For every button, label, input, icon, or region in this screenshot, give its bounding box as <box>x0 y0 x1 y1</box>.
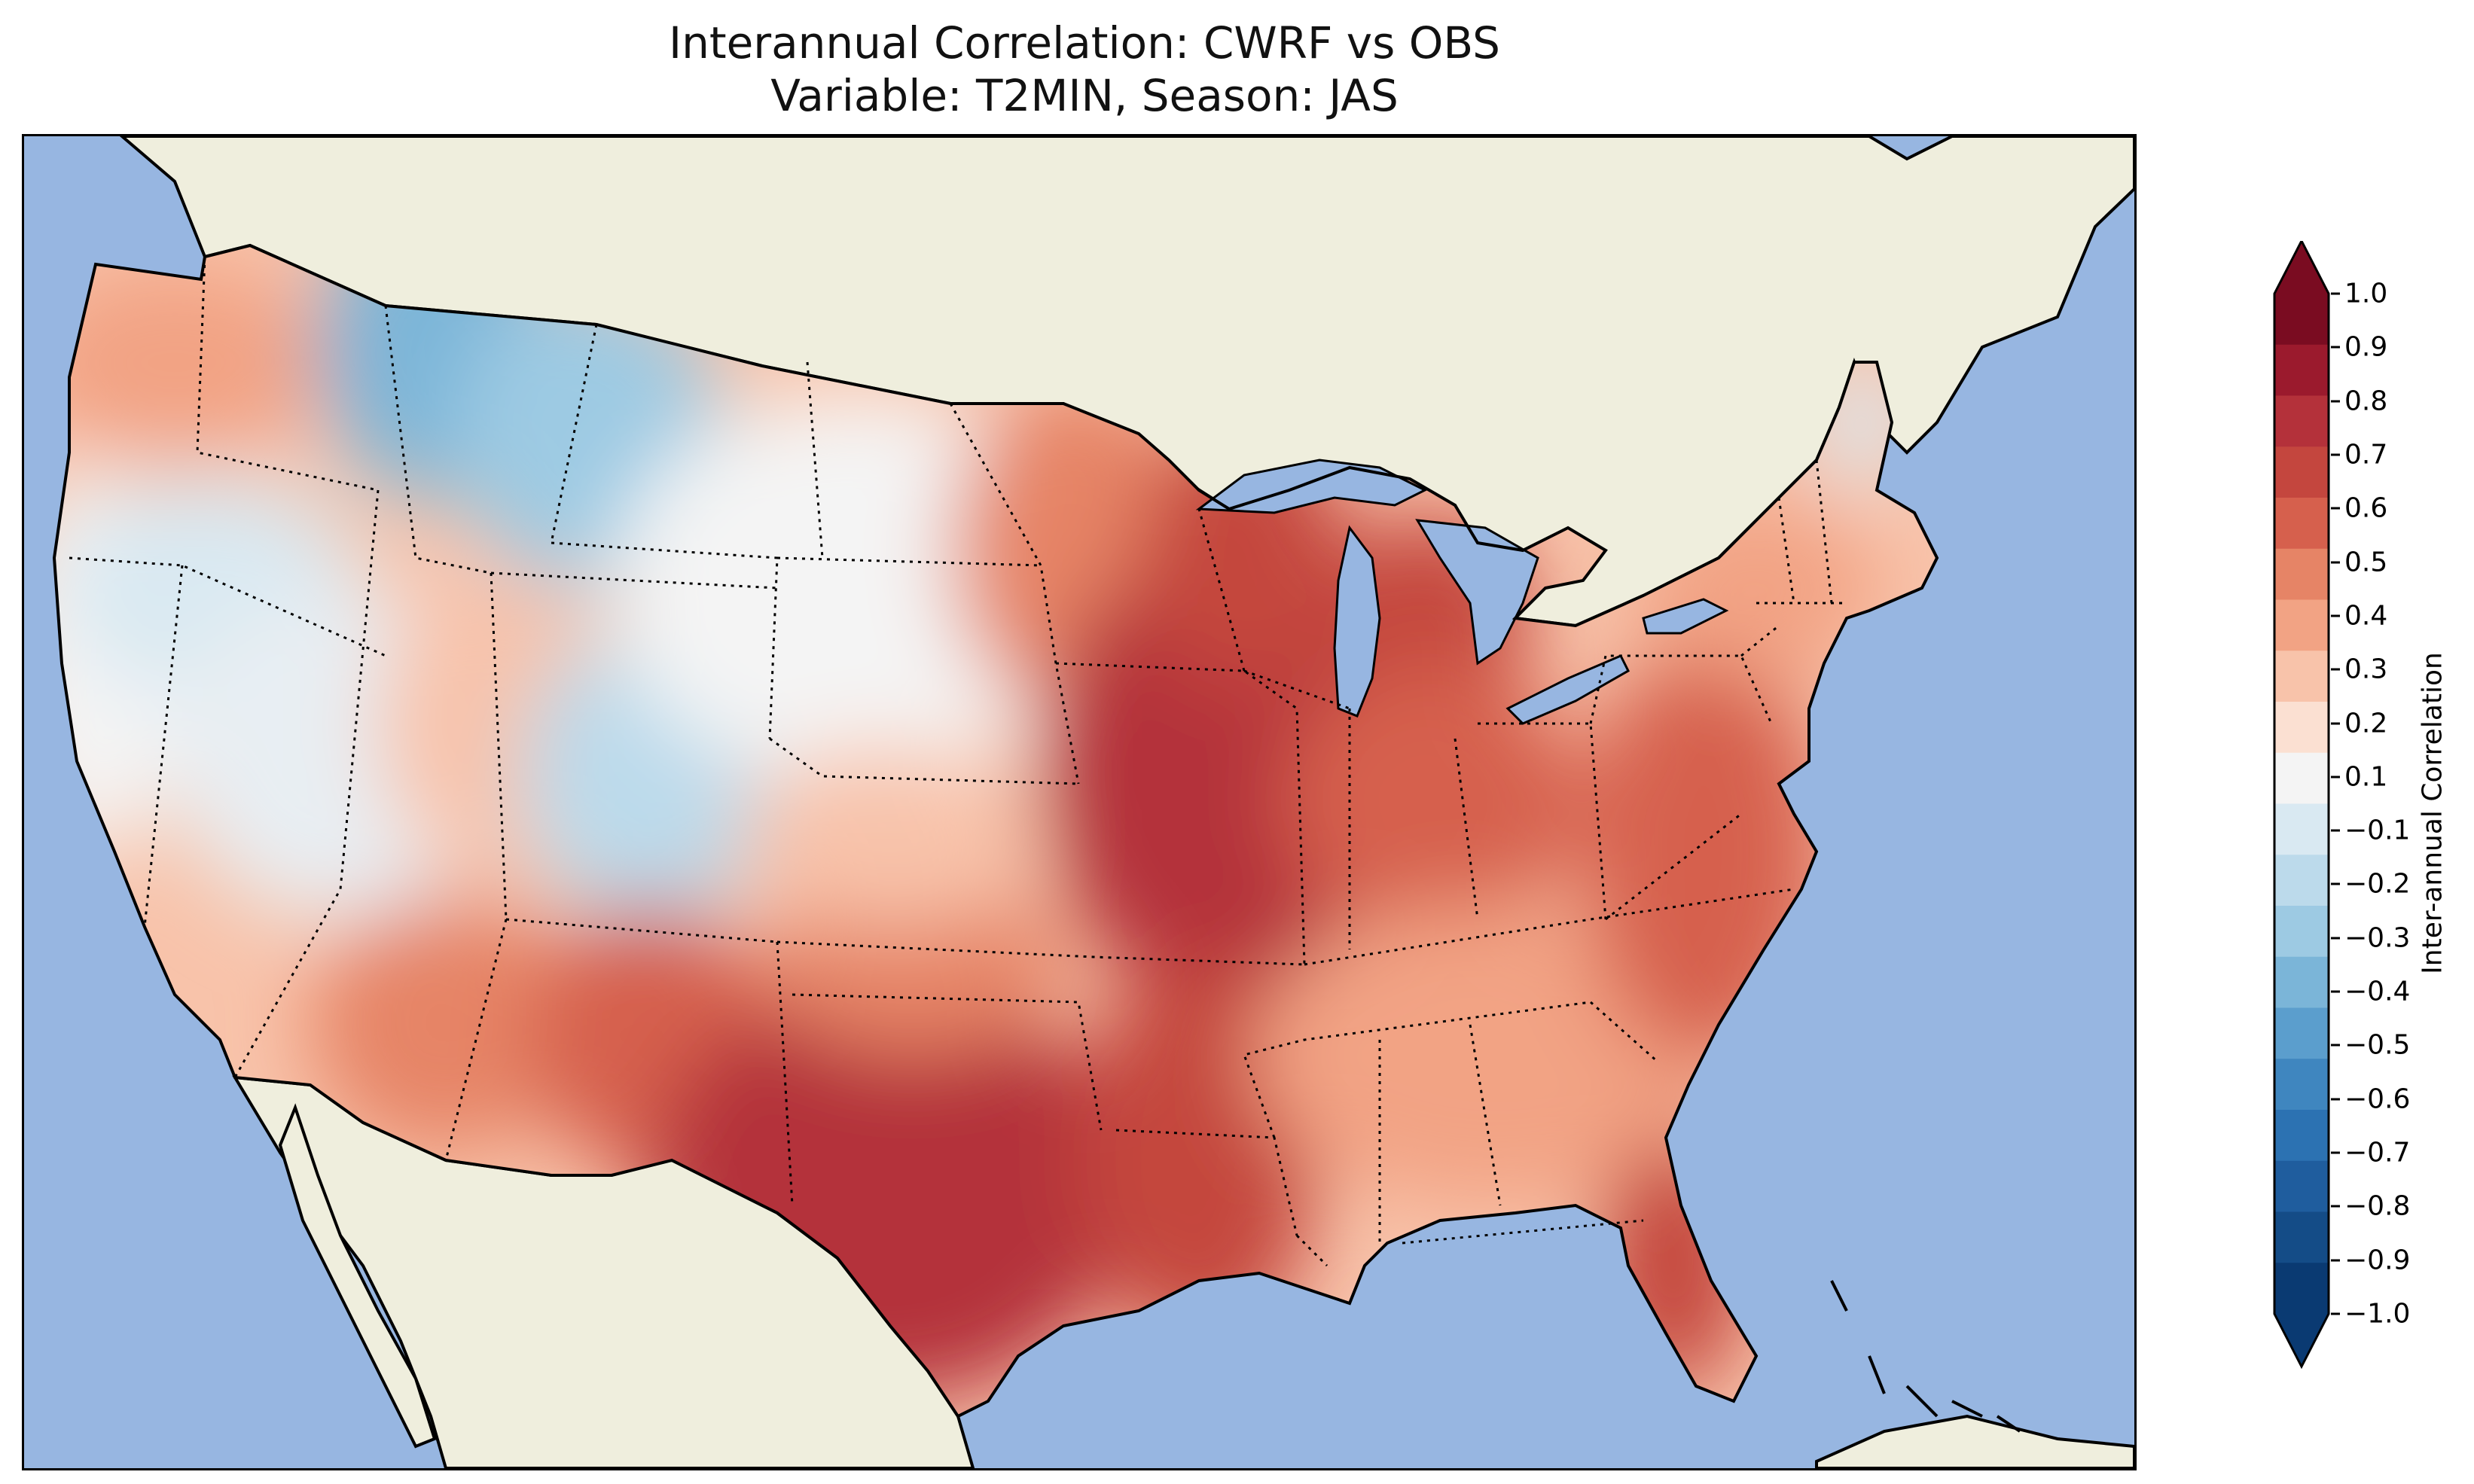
lake-ontario <box>1642 598 1729 635</box>
colorbar-segment <box>2274 906 2329 958</box>
colorbar-tick-label: 0.3 <box>2344 654 2388 685</box>
colorbar-tick-label: −0.2 <box>2344 868 2411 900</box>
colorbar-tick-label: −0.4 <box>2344 976 2411 1007</box>
colorbar-tick-mark <box>2331 507 2340 510</box>
colorbar-label: Inter-annual Correlation <box>2417 652 2448 974</box>
colorbar-tick-label: 0.9 <box>2344 331 2388 363</box>
colorbar-segment <box>2274 344 2329 396</box>
colorbar-tick-label: −1.0 <box>2344 1298 2411 1330</box>
colorbar-segment <box>2274 548 2329 600</box>
colorbar-tick-mark <box>2331 1151 2340 1154</box>
field-arizona <box>310 897 581 1153</box>
colorbar-segment <box>2274 599 2329 651</box>
colorbar-tick-mark <box>2331 292 2340 295</box>
field-mid-atlantic <box>1583 641 1824 1062</box>
colorbar-tick-label: 0.8 <box>2344 385 2388 417</box>
colorbar-tick-label: 0.1 <box>2344 761 2388 793</box>
colorbar-tick-mark <box>2331 614 2340 617</box>
colorbar-gradient <box>2273 241 2330 1370</box>
colorbar-segment <box>2274 1263 2329 1315</box>
colorbar-tick-mark <box>2331 1098 2340 1101</box>
colorbar-tick-label: 0.4 <box>2344 600 2388 632</box>
map-canvas <box>53 136 2134 1468</box>
cuba-island <box>1815 1414 2134 1468</box>
lake-huron <box>1415 519 1539 666</box>
colorbar-segment <box>2274 1110 2329 1162</box>
colorbar-tick-mark <box>2331 453 2340 456</box>
colorbar-tick-mark <box>2331 776 2340 779</box>
colorbar-segment <box>2274 1160 2329 1212</box>
bahamas-islands <box>1830 1280 2021 1433</box>
field-ohio-indiana <box>1282 663 1583 934</box>
colorbar-tick-label: 0.2 <box>2344 708 2388 739</box>
colorbar-tick-mark <box>2331 990 2340 993</box>
colorbar-tick-mark <box>2331 561 2340 564</box>
field-kansas <box>740 746 1041 927</box>
colorbar-tick-mark <box>2331 1312 2340 1315</box>
colorbar-extend-max <box>2274 241 2329 294</box>
colorbar-segment <box>2274 1211 2329 1263</box>
colorbar: 1.0 0.9 0.8 0.7 0.6 0.5 0.4 0.3 0.2 0.1 −0.1 −0.2 −0… <box>2259 241 2474 1385</box>
colorbar-tick-mark <box>2331 937 2340 940</box>
colorbar-tick-label: −0.1 <box>2344 815 2411 846</box>
colorbar-tick-mark <box>2331 882 2340 885</box>
colorbar-tick-label: 0.6 <box>2344 492 2388 524</box>
chart-title-block: Interannual Correlation: CWRF vs OBS Var… <box>0 17 2169 122</box>
colorbar-tick-label: −0.9 <box>2344 1245 2411 1276</box>
colorbar-segment <box>2274 395 2329 447</box>
colorbar-tick-mark <box>2331 1205 2340 1208</box>
colorbar-tick-mark <box>2331 400 2340 403</box>
state-borders <box>69 256 1847 1267</box>
colorbar-tick-mark <box>2331 346 2340 349</box>
colorbar-ticks: 1.0 0.9 0.8 0.7 0.6 0.5 0.4 0.3 0.2 0.1 −0.1 −0.2 −0… <box>2331 241 2436 1385</box>
colorbar-tick-label: 0.5 <box>2344 547 2388 578</box>
chart-title: Interannual Correlation: CWRF vs OBS <box>668 17 1500 69</box>
colorbar-tick-label: −0.6 <box>2344 1083 2411 1115</box>
colorbar-segment <box>2274 956 2329 1008</box>
map-panel <box>22 134 2137 1470</box>
colorbar-segment <box>2274 294 2329 346</box>
baja-peninsula <box>278 1103 437 1449</box>
colorbar-tick-mark <box>2331 722 2340 725</box>
colorbar-segment <box>2274 752 2329 804</box>
colorbar-tick-mark <box>2331 1259 2340 1262</box>
colorbar-tick-label: −0.5 <box>2344 1029 2411 1061</box>
field-pacific-nw <box>54 264 325 460</box>
colorbar-segment <box>2274 702 2329 754</box>
colorbar-tick-mark <box>2331 1044 2340 1047</box>
colorbar-tick-label: 0.7 <box>2344 439 2388 471</box>
colorbar-tick-label: −0.3 <box>2344 922 2411 954</box>
colorbar-segment <box>2274 1007 2329 1059</box>
colorbar-extend-min <box>2274 1314 2329 1367</box>
colorbar-tick-mark <box>2331 829 2340 832</box>
colorbar-tick-label: −0.7 <box>2344 1137 2411 1169</box>
colorbar-tick-mark <box>2331 668 2340 671</box>
colorbar-segment <box>2274 803 2329 855</box>
colorbar-segment <box>2274 651 2329 702</box>
chart-subtitle: Variable: T2MIN, Season: JAS <box>770 70 1399 121</box>
colorbar-segment <box>2274 1059 2329 1111</box>
colorbar-outline <box>2273 241 2330 1370</box>
colorbar-tick-label: 1.0 <box>2344 278 2388 309</box>
lake-erie <box>1505 654 1630 725</box>
lake-michigan <box>1333 525 1381 718</box>
colorbar-tick-label: −0.8 <box>2344 1190 2411 1222</box>
colorbar-segment <box>2274 498 2329 550</box>
colorbar-segment <box>2274 855 2329 907</box>
colorbar-segment <box>2274 446 2329 498</box>
